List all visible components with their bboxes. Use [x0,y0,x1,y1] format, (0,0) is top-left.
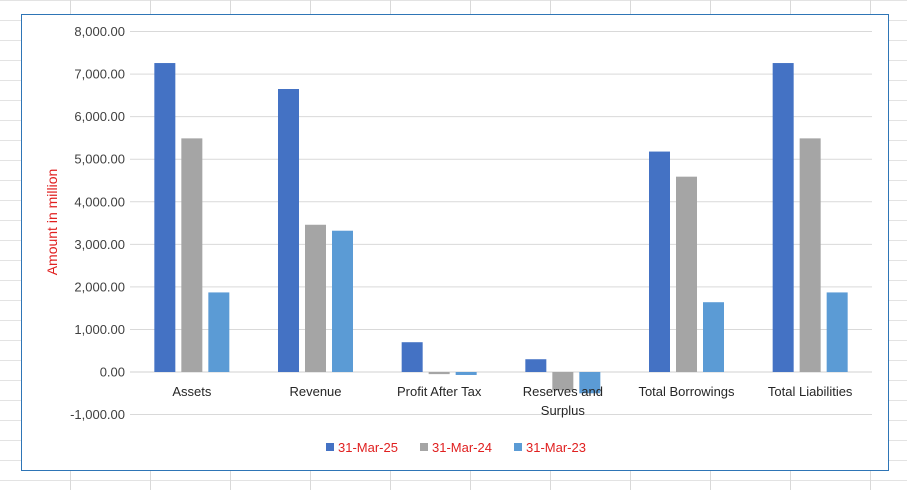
y-tick-label: 0.00 [100,365,125,380]
legend-swatch [420,443,428,451]
bar[interactable] [826,292,848,372]
y-axis-tick-labels: 8,000.00 7,000.00 6,000.00 5,000.00 4,000.00… [70,24,125,422]
legend-entry-label: 31-Mar-23 [526,440,586,455]
x-axis-category-labels: Assets Revenue Profit After Tax Reserves an… [172,384,853,418]
bar[interactable] [703,302,724,372]
y-axis-title: Amount in million [44,169,60,276]
x-category-label: Profit After Tax [397,384,482,399]
bar[interactable] [181,138,203,372]
bars [154,63,848,394]
x-category-label: Total Borrowings [638,384,735,399]
bar[interactable] [552,372,574,391]
legend-swatch [326,443,334,451]
y-tick-label: 4,000.00 [74,194,125,209]
bar[interactable] [278,89,299,372]
bar[interactable] [428,372,450,375]
x-category-label: Revenue [289,384,341,399]
y-tick-label: 8,000.00 [74,24,125,39]
bar[interactable] [305,224,326,372]
y-tick-label: 1,000.00 [74,322,125,337]
x-category-label: Assets [172,384,212,399]
legend-swatch [514,443,522,451]
bar[interactable] [579,372,601,394]
y-tick-label: 7,000.00 [74,67,125,82]
y-tick-label: 3,000.00 [74,237,125,252]
bar[interactable] [154,63,176,373]
bar[interactable] [332,230,353,372]
legend[interactable]: 31-Mar-25 31-Mar-24 31-Mar-23 [326,440,586,455]
x-category-label: Reserves and Surplus [523,384,603,418]
legend-entry-label: 31-Mar-24 [432,440,492,455]
bar[interactable] [676,176,697,372]
bar[interactable] [649,151,670,372]
bar[interactable] [208,292,230,372]
y-tick-label: 6,000.00 [74,109,125,124]
bar[interactable] [455,372,477,375]
y-tick-label: 5,000.00 [74,152,125,167]
y-tick-label: 2,000.00 [74,279,125,294]
bar[interactable] [772,63,794,373]
bar[interactable] [525,359,547,372]
bar[interactable] [401,342,423,372]
bar[interactable] [799,138,821,372]
legend-entry-label: 31-Mar-25 [338,440,398,455]
x-category-label: Total Liabilities [768,384,853,399]
y-tick-label: -1,000.00 [70,407,125,422]
gridlines [130,31,872,416]
